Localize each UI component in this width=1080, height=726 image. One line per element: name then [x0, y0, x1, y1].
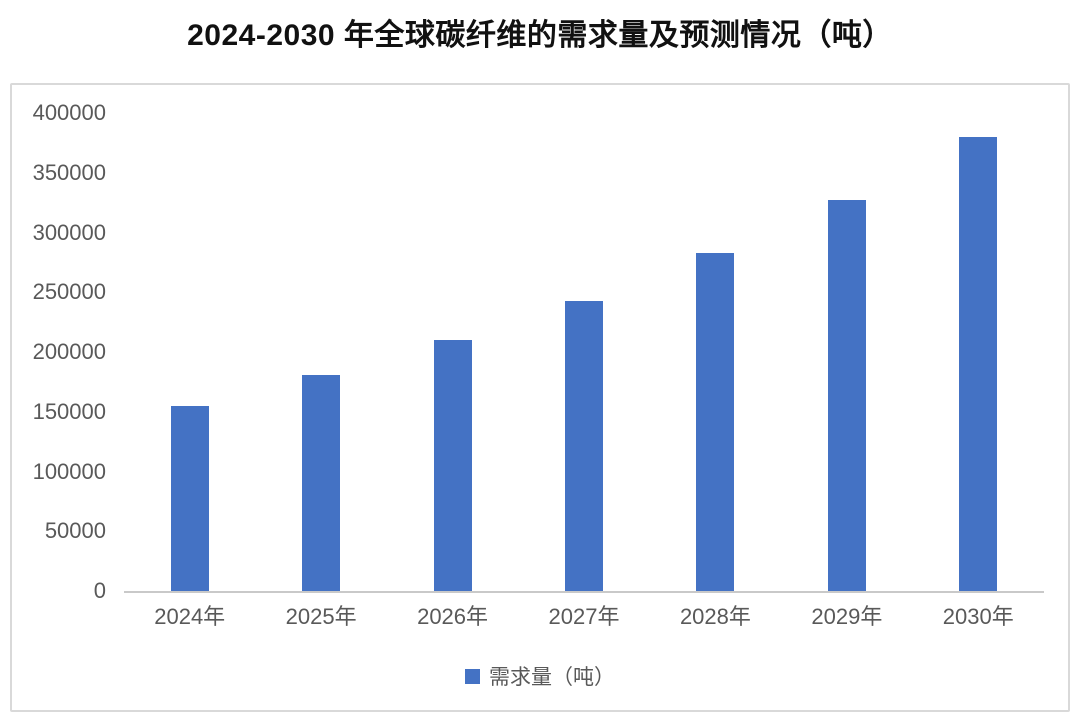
x-tick-label: 2027年	[548, 604, 620, 629]
legend: 需求量（吨）	[12, 661, 1068, 691]
y-tick-label: 350000	[32, 159, 106, 185]
x-tick-label: 2028年	[679, 604, 751, 629]
bar-2024年	[170, 405, 209, 591]
plot-area	[124, 113, 1044, 593]
y-tick-label: 200000	[32, 339, 106, 364]
bar-2030年	[959, 136, 998, 591]
legend-swatch-icon	[465, 668, 480, 684]
x-tick-label: 2026年	[417, 604, 489, 629]
y-tick-label: 50000	[44, 518, 106, 544]
y-tick-label: 100000	[32, 458, 106, 484]
bar-2029年	[827, 200, 866, 591]
x-tick-label: 2029年	[811, 604, 883, 629]
bar-2026年	[433, 340, 472, 591]
x-tick-label: 2030年	[942, 604, 1014, 629]
bar-2027年	[565, 300, 603, 591]
bar-2028年	[696, 252, 735, 591]
x-tick-label: 2025年	[285, 604, 357, 629]
chart-panel: 0 50000 100000 150000 200000 250000 300000 3500…	[10, 83, 1070, 712]
x-tick-label: 2024年	[154, 604, 226, 629]
bar-2025年	[302, 374, 341, 591]
y-tick-label: 300000	[32, 219, 106, 245]
chart-title: 2024-2030 年全球碳纤维的需求量及预测情况（吨）	[187, 19, 893, 52]
y-tick-label: 250000	[32, 279, 106, 305]
y-tick-label: 150000	[32, 398, 106, 424]
y-tick-label: 0	[93, 578, 106, 603]
y-tick-label: 400000	[32, 100, 106, 125]
legend-label: 需求量（吨）	[489, 666, 615, 689]
